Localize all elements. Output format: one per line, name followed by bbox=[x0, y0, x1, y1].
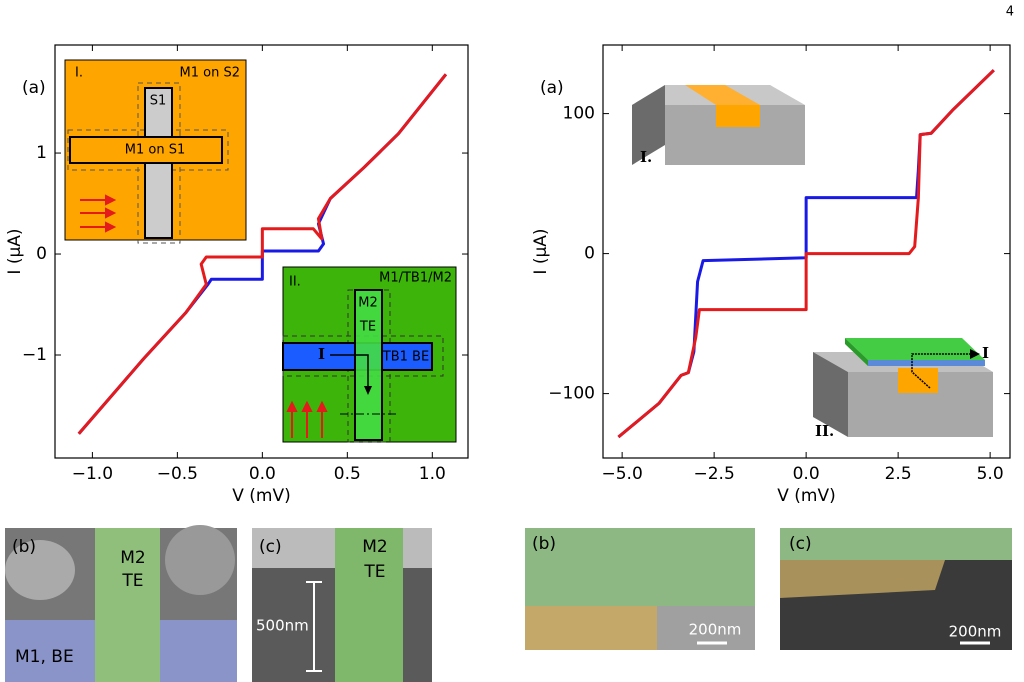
image-text: M2 bbox=[362, 537, 387, 557]
inset-text: M1/TB1/M2 bbox=[379, 271, 452, 286]
panel-label: (a) bbox=[22, 78, 46, 98]
sem-image bbox=[5, 525, 237, 682]
x-tick-label: 2.5 bbox=[885, 464, 912, 484]
inset-i-3d bbox=[632, 85, 805, 165]
inset-ii-3d bbox=[813, 338, 993, 437]
inset-text: M1 on S2 bbox=[180, 66, 240, 81]
inset-label: I. bbox=[75, 66, 83, 81]
image-label: (c) bbox=[259, 537, 282, 557]
x-axis-label: V (mV) bbox=[232, 486, 291, 506]
data-line bbox=[77, 73, 448, 435]
inset-text: TE bbox=[359, 320, 376, 335]
inset-text: TB1 BE bbox=[382, 350, 429, 365]
x-tick-label: −2.5 bbox=[693, 464, 734, 484]
x-tick-label: 1.0 bbox=[419, 464, 446, 484]
sem-image bbox=[252, 528, 432, 682]
x-tick-label: −1.0 bbox=[72, 464, 113, 484]
x-axis-label: V (mV) bbox=[777, 486, 836, 506]
y-tick-label: 1 bbox=[36, 143, 47, 163]
x-tick-label: 0.5 bbox=[334, 464, 361, 484]
plot-frame bbox=[54, 44, 469, 459]
y-tick-label: 100 bbox=[563, 104, 595, 124]
inset-label: II. bbox=[815, 422, 834, 440]
y-axis-label: I (μA) bbox=[531, 228, 551, 274]
sem-image bbox=[525, 528, 755, 650]
x-tick-label: 0.0 bbox=[793, 464, 820, 484]
image-text: 200nm bbox=[949, 623, 1002, 641]
sem-image bbox=[780, 528, 1012, 650]
image-label: (b) bbox=[532, 534, 556, 554]
inset-ii bbox=[282, 266, 457, 443]
x-tick-label: −5.0 bbox=[601, 464, 642, 484]
x-tick-label: −0.5 bbox=[157, 464, 198, 484]
image-label: (b) bbox=[12, 537, 36, 557]
panel-label: (a) bbox=[540, 78, 564, 98]
inset-label: I. bbox=[640, 148, 652, 166]
inset-text: M1 on S1 bbox=[125, 143, 185, 158]
image-text: 500nm bbox=[256, 617, 309, 635]
y-tick-label: −1 bbox=[22, 345, 47, 365]
inset-text: I bbox=[318, 345, 325, 363]
y-tick-label: −100 bbox=[548, 384, 595, 404]
data-line bbox=[617, 69, 995, 439]
x-tick-label: 0.0 bbox=[249, 464, 276, 484]
y-axis-label: I (μA) bbox=[5, 228, 25, 274]
chart: −5.0 −2.5 0.0 2.5 5.0 −100 0 100 V (mV) I (μA) (a) bbox=[531, 44, 1011, 506]
x-tick-label: 5.0 bbox=[977, 464, 1004, 484]
inset-text: I bbox=[982, 344, 989, 362]
inset-text: S1 bbox=[150, 94, 167, 109]
inset-label: II. bbox=[289, 275, 301, 290]
image-text: TE bbox=[121, 571, 143, 591]
image-label: (c) bbox=[789, 534, 812, 554]
image-text: TE bbox=[363, 562, 385, 582]
y-tick-label: 0 bbox=[36, 244, 47, 264]
y-tick-label: 0 bbox=[584, 244, 595, 264]
inset-text: M2 bbox=[358, 296, 378, 311]
image-text: M2 bbox=[120, 548, 145, 568]
chart: −1.0 −0.5 0.0 0.5 1.0 −1 0 1 V (mV) I (μA) (a) bbox=[5, 44, 469, 506]
image-text: 200nm bbox=[689, 621, 742, 639]
page-number: 4 bbox=[1006, 5, 1014, 20]
inset-i bbox=[64, 59, 247, 244]
image-text: M1, BE bbox=[15, 647, 74, 667]
